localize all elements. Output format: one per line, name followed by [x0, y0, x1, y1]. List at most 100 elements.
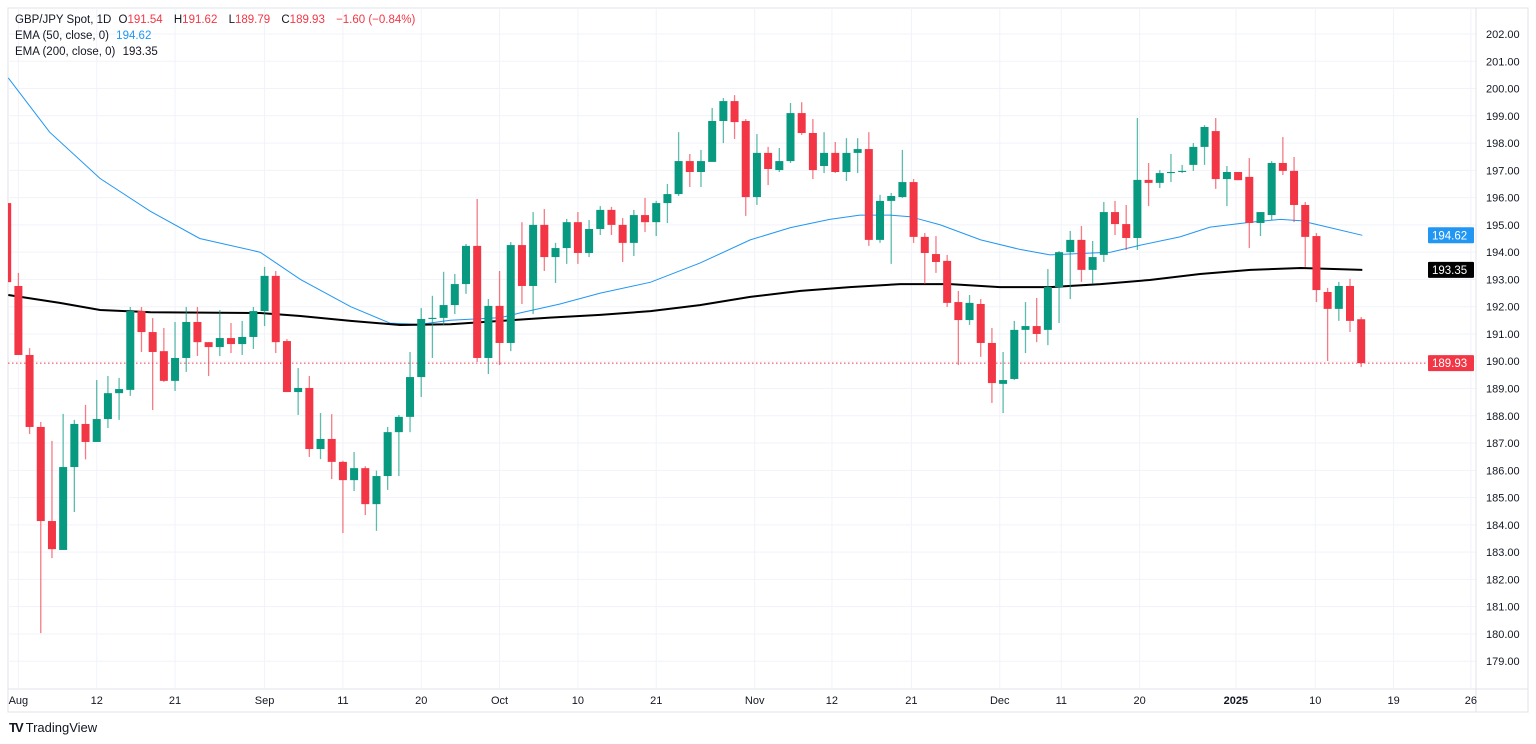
- candle-59[interactable]: [663, 183, 672, 223]
- candle-116[interactable]: [1301, 201, 1310, 267]
- candle-101[interactable]: [1133, 117, 1142, 250]
- candle-110[interactable]: [1234, 171, 1243, 181]
- candle-88[interactable]: [987, 327, 996, 403]
- candle-94[interactable]: [1055, 251, 1064, 324]
- candle-99[interactable]: [1111, 200, 1120, 235]
- candle-71[interactable]: [797, 102, 806, 135]
- candle-27[interactable]: [305, 375, 314, 457]
- candle-56[interactable]: [629, 209, 638, 256]
- candle-4[interactable]: [47, 440, 56, 559]
- candle-64[interactable]: [719, 98, 728, 144]
- candle-57[interactable]: [641, 197, 650, 232]
- candle-18[interactable]: [204, 342, 213, 376]
- candle-109[interactable]: [1222, 165, 1231, 207]
- candle-8[interactable]: [92, 380, 101, 442]
- candle-93[interactable]: [1043, 269, 1052, 346]
- candle-12[interactable]: [137, 306, 146, 352]
- candle-111[interactable]: [1245, 158, 1254, 249]
- candle-60[interactable]: [674, 132, 683, 196]
- candle-28[interactable]: [316, 413, 325, 460]
- candle-81[interactable]: [909, 179, 918, 243]
- candle-17[interactable]: [193, 306, 202, 357]
- candle-33[interactable]: [372, 470, 381, 531]
- candle-68[interactable]: [764, 146, 773, 186]
- candle-82[interactable]: [920, 233, 929, 285]
- candle-7[interactable]: [81, 404, 90, 460]
- candle-84[interactable]: [943, 254, 952, 307]
- candle-32[interactable]: [361, 466, 370, 516]
- candle-42[interactable]: [473, 198, 482, 363]
- candle-29[interactable]: [327, 414, 336, 480]
- candle-14[interactable]: [159, 327, 168, 382]
- candle-90[interactable]: [1010, 320, 1019, 381]
- candle-25[interactable]: [282, 339, 291, 393]
- candle-112[interactable]: [1256, 212, 1265, 237]
- candle-77[interactable]: [864, 132, 873, 246]
- candle-67[interactable]: [752, 134, 761, 205]
- candle-69[interactable]: [775, 147, 784, 172]
- candle-103[interactable]: [1155, 170, 1164, 189]
- candle-49[interactable]: [551, 242, 560, 283]
- symbol-title[interactable]: GBP/JPY Spot, 1D: [15, 14, 112, 26]
- candle-105[interactable]: [1178, 164, 1187, 174]
- candle-46[interactable]: [517, 222, 526, 304]
- candle-10[interactable]: [115, 377, 124, 420]
- candle-80[interactable]: [898, 149, 907, 198]
- candle-36[interactable]: [406, 351, 415, 433]
- candle-35[interactable]: [394, 414, 403, 477]
- candle-107[interactable]: [1200, 125, 1209, 165]
- candle-11[interactable]: [126, 306, 135, 396]
- candle-23[interactable]: [260, 266, 269, 327]
- candle-121[interactable]: [1357, 317, 1366, 367]
- candle-63[interactable]: [708, 107, 717, 162]
- candle-16[interactable]: [182, 306, 191, 372]
- plot-area[interactable]: [3, 77, 1476, 634]
- candle-30[interactable]: [338, 460, 347, 534]
- candle-53[interactable]: [596, 206, 605, 235]
- candle-73[interactable]: [820, 132, 829, 174]
- candle-54[interactable]: [607, 206, 616, 235]
- candle-62[interactable]: [696, 149, 705, 187]
- legend-ema200-row[interactable]: EMA (200, close, 0) 193.35: [15, 44, 419, 60]
- candle-9[interactable]: [103, 375, 112, 429]
- candle-24[interactable]: [271, 270, 280, 354]
- candle-44[interactable]: [495, 270, 504, 366]
- candle-95[interactable]: [1066, 230, 1075, 300]
- candle-79[interactable]: [887, 192, 896, 264]
- candle-119[interactable]: [1334, 281, 1343, 321]
- candle-108[interactable]: [1211, 117, 1220, 189]
- candle-100[interactable]: [1122, 204, 1131, 250]
- candle-92[interactable]: [1032, 297, 1041, 343]
- candle-96[interactable]: [1077, 225, 1086, 282]
- candle-114[interactable]: [1278, 137, 1287, 175]
- candle-41[interactable]: [461, 243, 470, 294]
- candle-70[interactable]: [786, 102, 795, 163]
- candle-2[interactable]: [25, 348, 34, 435]
- legend-ema50-row[interactable]: EMA (50, close, 0) 194.62: [15, 28, 419, 44]
- candle-115[interactable]: [1290, 156, 1299, 223]
- candle-20[interactable]: [227, 323, 235, 354]
- candle-72[interactable]: [808, 119, 817, 180]
- candle-21[interactable]: [238, 320, 247, 355]
- tradingview-logo[interactable]: TV TradingView: [9, 720, 97, 735]
- candle-117[interactable]: [1312, 233, 1321, 303]
- candle-89[interactable]: [999, 351, 1008, 414]
- candle-58[interactable]: [652, 200, 661, 237]
- candle-22[interactable]: [249, 306, 258, 349]
- candle-86[interactable]: [965, 294, 974, 325]
- candle-75[interactable]: [842, 138, 851, 181]
- candle-97[interactable]: [1088, 240, 1097, 285]
- candle-13[interactable]: [148, 318, 157, 411]
- candle-51[interactable]: [573, 212, 582, 264]
- candle-5[interactable]: [59, 413, 68, 550]
- candle-87[interactable]: [976, 299, 985, 357]
- candle-102[interactable]: [1144, 162, 1153, 207]
- candle-74[interactable]: [831, 141, 840, 174]
- candle-76[interactable]: [853, 138, 862, 174]
- candle-6[interactable]: [70, 419, 79, 513]
- candle-66[interactable]: [741, 119, 750, 216]
- candle-37[interactable]: [417, 308, 426, 397]
- candle-120[interactable]: [1346, 278, 1354, 333]
- candle-52[interactable]: [585, 219, 594, 258]
